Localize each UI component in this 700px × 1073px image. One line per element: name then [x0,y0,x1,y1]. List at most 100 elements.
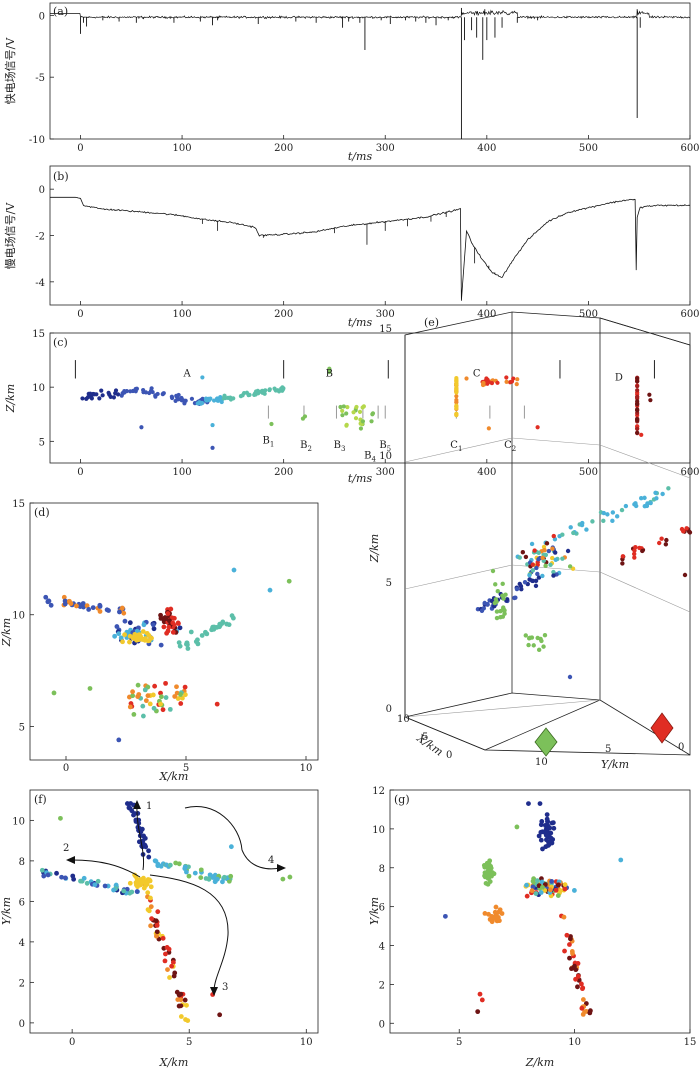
panel-g-source-point [546,842,552,847]
panel-c-source-point [454,406,459,411]
panel-c-source-point [454,382,459,387]
panel-e-source-point [614,514,620,519]
panel-f-source-point [164,945,170,950]
panel-g-source-point [587,1010,593,1016]
panel-e-source-point [548,562,553,568]
panel-c-source-point [200,375,205,380]
panel-c-source-point [272,386,277,391]
panel-f-source-point [192,870,198,876]
panel-f-ytick-label: 2 [19,978,25,989]
panel-c-source-point [182,401,187,406]
panel-e-ztick-0: 0 [386,704,392,715]
panel-g-xtick-label: 5 [456,1037,462,1048]
panel-c-source-point [327,366,332,371]
panel-d-source-point [62,598,68,604]
panel-g-source-point [543,832,549,838]
panel-e-source-point [535,571,540,577]
panel-c-source-point [260,390,265,395]
panel-c-source-point [111,395,117,400]
panel-e-source-point [660,491,665,497]
red-diamond-marker [650,712,674,744]
panel-c-source-point [133,386,138,392]
panel-c-source-point [94,392,99,397]
panel-f-source-point [129,889,135,895]
panel-c-source-point [267,387,272,393]
panel-e-source-point [530,562,536,567]
panel-g-source-point [553,887,559,893]
panel-c-stage-sub: 5 [387,445,391,453]
panel-c-source-point [210,422,215,428]
branch-label-3: 3 [222,982,228,993]
panel-a-ytick-label: -5 [35,73,45,84]
panel-c-source-point [80,396,85,401]
panel-c-source-point [370,411,376,416]
panel-f-source-point [186,873,192,879]
panel-f-source-point [198,875,204,880]
panel-b-label: (b) [53,170,69,183]
panel-e-source-point [610,518,615,524]
panel-e-source-point [546,548,552,554]
panel-c-source-point [635,394,640,400]
panel-e-xlabel: X/km [414,731,446,759]
panel-c-source-point [302,414,308,419]
panel-f-source-point [206,876,212,882]
panel-a-label: (a) [53,5,68,18]
panel-f-source-point [148,923,154,929]
panel-b-signal-line [50,196,691,301]
panel-e-source-point [684,526,689,531]
panel-d-source-point [231,567,237,573]
panel-d-source-point [226,622,232,628]
panel-f-xtick-label: 0 [69,1037,75,1048]
panel-c-xtick-label: 300 [376,467,395,478]
panel-c-source-point [495,380,500,385]
panel-g-source-point [548,887,553,893]
panel-g-source-point [580,997,586,1002]
panel-c-frame [49,332,691,464]
panel-g-source-point [530,884,536,890]
panel-c-source-point [360,419,366,424]
panel-f-source-point [148,884,154,890]
panel-e-source-point [648,500,653,506]
panel-e-source-point [632,548,637,553]
panel-f-source-point [146,848,151,854]
panel-d-source-point [158,690,163,696]
panel-e-source-point [654,496,659,501]
panel-c-source-point [535,425,540,430]
panel-e-xtick-2: 0 [446,750,452,761]
panel-e-source-point [540,555,545,561]
panel-d-label: (d) [34,506,50,519]
branch-arrowhead-1 [133,800,141,809]
panel-e-ytick-2: 0 [678,742,684,753]
panel-e-source-point [519,586,524,592]
panel-e-source-point [526,642,531,648]
panel-a-xlabel: t/ms [348,150,373,163]
panel-b-xtick-label: 600 [680,309,699,320]
branch-label-4: 4 [268,855,274,866]
panel-d-source-point [43,594,49,600]
panel-e-source-point [619,507,625,513]
panel-d-source-point [84,603,90,609]
panel-f-source-point [184,1002,189,1008]
panel-f-source-point [141,885,147,891]
panel-b-xtick-label: 300 [376,309,395,320]
panel-d-source-point [165,628,171,634]
panel-f-source-point [155,863,161,869]
panel-e-ztick-1: 5 [386,578,392,589]
panel-d-source-point [147,701,153,707]
panel-g-source-point [483,880,489,886]
panel-a-xtick-label: 0 [77,143,83,154]
panel-f-source-point [176,861,182,867]
panel-e-source-point [551,569,556,575]
panel-d-source-point [112,633,118,639]
panel-c-source-point [504,375,509,380]
panel-f-source-point [95,878,101,884]
panel-g-source-point [575,973,581,979]
panel-c-source-point [180,398,186,403]
panel-f-source-point [146,854,152,860]
panel-e-source-point [552,550,558,555]
panel-c-source-point [344,411,349,416]
panel-d-source-point [145,693,151,699]
panel-d-source-point [150,622,156,628]
panel-d-source-point [137,632,142,638]
panel-g-ytick-label: 4 [379,942,385,953]
